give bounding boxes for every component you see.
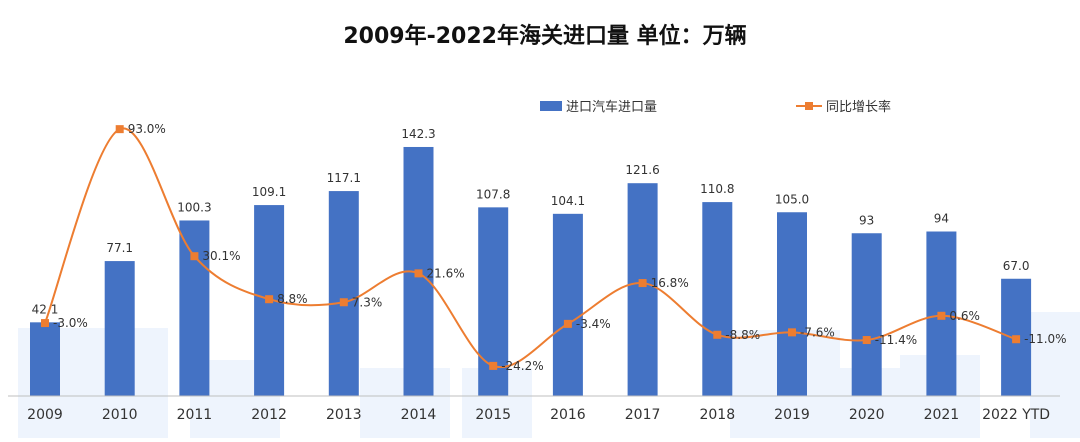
x-tick-label: 2018 <box>699 407 735 423</box>
x-tick-label: 2012 <box>251 407 287 423</box>
growth-label: 7.3% <box>352 295 383 309</box>
bar-label: 121.6 <box>625 163 659 177</box>
bar-2013 <box>328 191 359 396</box>
bar-label: 105.0 <box>775 192 809 206</box>
bar-label: 42.1 <box>32 302 59 316</box>
growth-label: 8.8% <box>277 292 308 306</box>
growth-marker-2012 <box>265 295 274 304</box>
x-tick-label: 2014 <box>401 407 437 423</box>
x-tick-label: 2010 <box>102 407 138 423</box>
growth-marker-2019 <box>788 328 796 337</box>
bar-label: 110.8 <box>700 182 734 196</box>
x-tick-label: 2009 <box>27 407 63 423</box>
x-tick-label: 2016 <box>550 407 586 423</box>
growth-marker-2017 <box>638 279 647 288</box>
bar-2017 <box>627 183 658 396</box>
growth-marker-2011 <box>190 252 199 261</box>
growth-label: -11.4% <box>875 333 917 347</box>
bar-2018 <box>702 202 733 396</box>
bar-label: 107.8 <box>476 187 510 201</box>
growth-label: -3.0% <box>53 316 88 330</box>
growth-label: -11.0% <box>1024 332 1066 346</box>
bar-label: 93 <box>859 213 874 227</box>
growth-marker-2018 <box>713 330 722 339</box>
growth-marker-2021 <box>937 311 946 320</box>
x-tick-label: 2015 <box>475 407 511 423</box>
bar-2019 <box>777 212 807 396</box>
growth-label: 16.8% <box>651 276 689 290</box>
growth-marker-2013 <box>339 298 348 307</box>
x-tick-label: 2017 <box>625 407 661 423</box>
bar-label: 142.3 <box>401 127 435 141</box>
x-tick-label: 2022 YTD <box>982 407 1050 423</box>
growth-label: 93.0% <box>128 122 166 136</box>
x-tick-label: 2020 <box>849 407 885 423</box>
legend-line-label: 同比增长率 <box>826 99 891 115</box>
bar-2016 <box>552 213 583 396</box>
growth-label: -7.6% <box>800 325 835 339</box>
growth-label: 21.6% <box>427 266 465 280</box>
x-tick-label: 2019 <box>774 407 810 423</box>
chart-title: 2009年-2022年海关进口量 单位：万辆 <box>343 23 746 49</box>
bar-label: 100.3 <box>177 200 211 214</box>
bar-label: 117.1 <box>327 171 361 185</box>
x-tick-label: 2021 <box>924 407 960 423</box>
legend-bar-swatch <box>540 101 562 111</box>
bar-2010 <box>104 261 135 396</box>
legend-line-marker <box>805 102 813 110</box>
bar-label: 77.1 <box>106 241 133 255</box>
growth-label: 30.1% <box>202 249 240 263</box>
growth-marker-2014 <box>414 269 423 278</box>
bar-label: 67.0 <box>1003 259 1030 273</box>
growth-label: -24.2% <box>501 359 543 373</box>
growth-marker-2016 <box>563 319 572 328</box>
growth-marker-2022 YTD <box>1012 335 1021 344</box>
bar-label: 94 <box>934 212 949 226</box>
growth-marker-2015 <box>489 361 498 370</box>
legend-bar-label: 进口汽车进口量 <box>566 99 657 115</box>
growth-label: 0.6% <box>949 309 980 323</box>
bar-label: 104.1 <box>551 194 585 208</box>
bar-2009 <box>30 322 60 396</box>
growth-label: -3.4% <box>576 317 611 331</box>
x-tick-label: 2011 <box>177 407 213 423</box>
growth-label: -8.8% <box>725 328 760 342</box>
growth-marker-2020 <box>862 336 871 345</box>
bar-2020 <box>851 233 882 396</box>
bar-label: 109.1 <box>252 185 286 199</box>
growth-marker-2009 <box>41 319 49 328</box>
bar-2011 <box>179 220 210 396</box>
x-tick-label: 2013 <box>326 407 362 423</box>
growth-marker-2010 <box>115 125 124 134</box>
legend: 进口汽车进口量 同比增长率 <box>540 99 891 115</box>
